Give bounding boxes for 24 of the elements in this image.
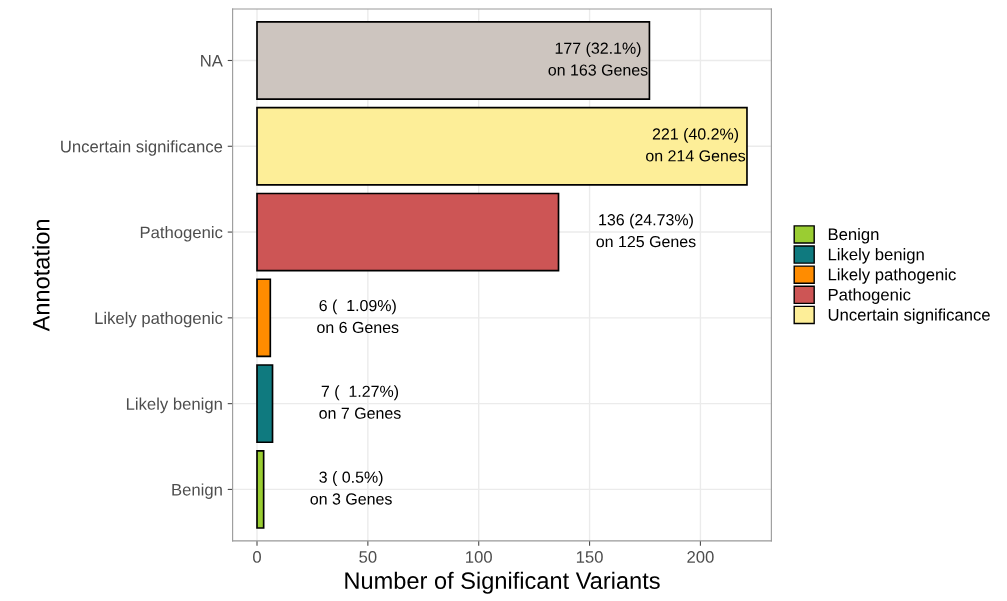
y-tick-label: Pathogenic [140, 226, 223, 242]
data-label: 221 (40.2%) on 214 Genes [646, 127, 746, 162]
y-axis-title: Annotation [32, 220, 50, 332]
data-label: 136 (24.73%) on 125 Genes [596, 213, 696, 248]
y-tick-label: Likely pathogenic [95, 311, 223, 328]
x-tick-label: 200 [687, 551, 714, 563]
y-tick-label: NA [201, 55, 223, 67]
legend-label: Likely benign [828, 248, 924, 264]
x-tick-label: 150 [576, 551, 603, 563]
x-axis-title: Number of Significant Variants [345, 571, 660, 594]
y-tick-label: Likely benign [126, 397, 222, 414]
x-tick-label: 50 [359, 551, 377, 563]
data-label: 7 ( 1.27%) on 7 Genes [319, 385, 401, 419]
y-tick-label: Benign [172, 483, 222, 499]
legend-label: Uncertain significance [828, 308, 990, 325]
legend-label: Benign [828, 227, 879, 244]
y-tick-label: Uncertain significance [61, 140, 223, 156]
x-tick-label: 100 [466, 551, 492, 563]
data-label: 6 ( 1.09%) on 6 Genes [317, 299, 399, 334]
data-label: 177 (32.1%) on 163 Genes [548, 42, 648, 76]
data-label: 3 ( 0.5%) on 3 Genes [310, 471, 392, 505]
x-tick-label: 0 [253, 551, 261, 563]
legend-label: Likely pathogenic [828, 268, 956, 284]
legend-label: Pathogenic [828, 288, 911, 304]
